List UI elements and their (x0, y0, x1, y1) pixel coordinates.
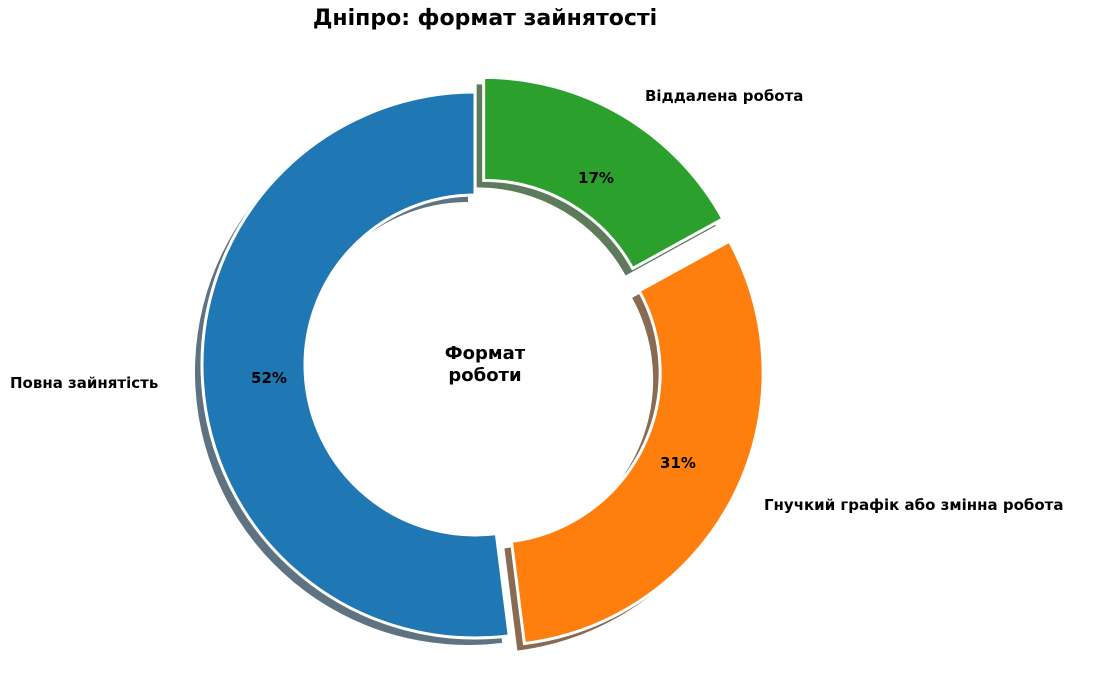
center-label-line2: роботи (448, 365, 522, 386)
slice-pct-full-time: 52% (251, 369, 287, 387)
slice-full-time (200, 90, 511, 640)
slice-label-full-time: Повна зайнятість (10, 374, 159, 392)
donut-center-label: Формат роботи (445, 343, 525, 387)
chart-title: Дніпро: формат зайнятості (312, 6, 658, 31)
center-label-line1: Формат (444, 343, 526, 364)
slice-pct-remote: 17% (578, 169, 614, 187)
slice-pct-flexible: 31% (660, 454, 696, 472)
slice-remote (482, 75, 725, 271)
slice-label-flexible: Гнучкий графік або змінна робота (764, 496, 1064, 514)
slice-label-remote: Віддалена робота (645, 87, 804, 105)
slice-flexible (509, 239, 765, 646)
